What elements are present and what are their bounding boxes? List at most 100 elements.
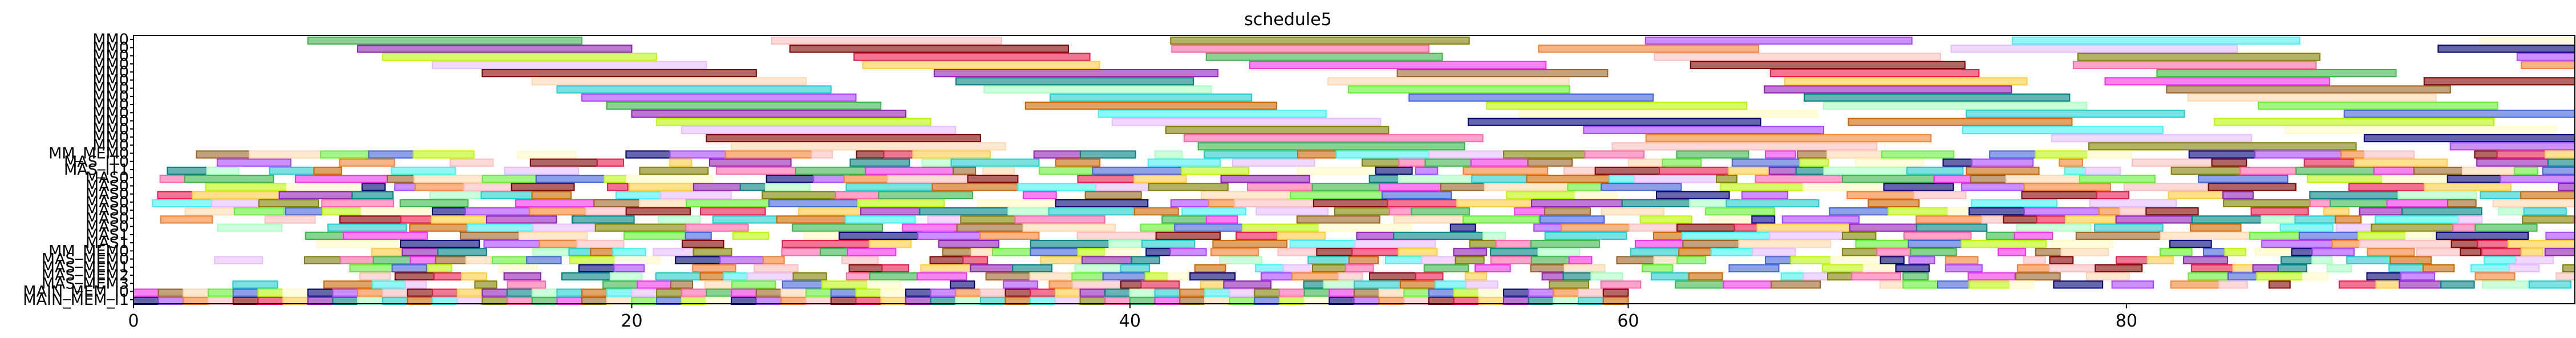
task-bar [731,280,776,289]
task-bar [1277,231,1326,240]
task-bar [480,191,533,199]
task-bar [821,280,869,289]
task-bar [776,215,846,224]
task-bar [2492,199,2576,208]
task-bar [2224,248,2247,256]
task-bar [1234,199,1314,208]
task-bar [1965,110,2185,118]
task-bar [359,272,391,281]
task-bar [1208,199,1236,208]
task-bar [2159,248,2193,256]
task-bar [1731,158,1801,167]
task-bar [1916,223,1988,232]
task-bar [1645,134,1932,143]
task-bar [2516,53,2576,61]
task-bar [371,248,403,256]
task-bar [449,158,494,167]
task-bar [658,215,701,224]
task-bar [955,288,981,297]
task-bar [2424,183,2512,191]
task-bar [1629,223,1678,232]
task-bar [2323,207,2350,216]
task-bar [1969,207,2025,216]
task-bar [1033,150,1082,159]
task-bar [515,199,595,208]
task-bar [2281,256,2313,264]
task-bar [1967,272,2016,281]
task-bar [1082,256,1132,264]
task-bar [2279,223,2334,232]
task-bar [952,166,977,175]
task-bar [481,69,757,78]
task-bar [1868,199,1920,208]
task-bar [2447,175,2501,183]
y-tick-label: MM0 [92,47,129,65]
task-bar [938,240,1000,248]
task-bar [798,207,862,216]
task-bar [507,288,533,297]
task-bar [2326,264,2352,273]
task-bar [2146,256,2174,264]
task-bar [456,288,483,297]
task-bar [2508,240,2575,248]
task-bar [1915,215,1983,224]
task-bar [1790,256,1832,264]
task-bar [631,110,906,118]
task-bar [883,150,914,159]
task-bar [1803,272,1829,281]
task-bar [316,240,402,248]
task-bar [1348,85,1570,94]
task-bar [2077,53,2320,61]
task-bar [1711,248,1753,256]
x-tick-label: 20 [621,311,642,331]
task-bar [1393,215,1464,224]
task-bar [394,272,435,281]
task-bar [731,288,757,297]
task-bar [1453,288,1480,297]
task-bar [2053,280,2104,289]
task-bar [1161,215,1207,224]
task-bar [1316,248,1353,256]
y-tick-label: MAS_MEM0 [42,251,129,268]
task-bar [2222,191,2254,199]
y-tick-label: MAIN_MEM_I0 [23,283,129,301]
task-bar [919,207,1009,216]
task-bar [1968,280,2011,289]
task-bar [881,264,909,273]
task-bar [1490,256,1532,264]
task-bar [2051,134,2253,143]
task-bar [1354,240,1436,248]
y-tick-label: MAS0 [86,194,129,211]
task-bar [700,207,766,216]
task-bar [1688,272,1723,281]
task-bar [1533,223,1562,232]
task-bar [1907,240,1962,248]
task-bar [631,288,658,297]
task-bar [1039,166,1093,175]
task-bar [1755,175,1844,183]
task-bar [2422,264,2455,273]
task-bar [1690,61,1966,69]
task-bar [1368,272,1416,281]
task-bar [2014,231,2053,240]
task-bar [1478,288,1505,297]
task-bar [813,175,845,183]
task-bar [1676,223,1735,232]
task-bar [1795,166,1825,175]
task-bar [880,288,906,297]
task-bar [1453,248,1487,256]
task-bar [1627,158,1663,167]
task-bar [1966,166,2040,175]
task-bar [2249,231,2300,240]
task-bar [1526,175,1610,183]
task-bar [1490,248,1539,256]
task-bar [1030,288,1056,297]
task-bar [1768,166,1797,175]
task-bar [2003,215,2038,224]
task-bar [157,191,193,199]
task-bar [1398,175,1473,183]
task-bar [2401,207,2482,216]
task-bar [2012,37,2300,45]
task-bar [382,288,408,297]
task-bar [257,288,284,297]
